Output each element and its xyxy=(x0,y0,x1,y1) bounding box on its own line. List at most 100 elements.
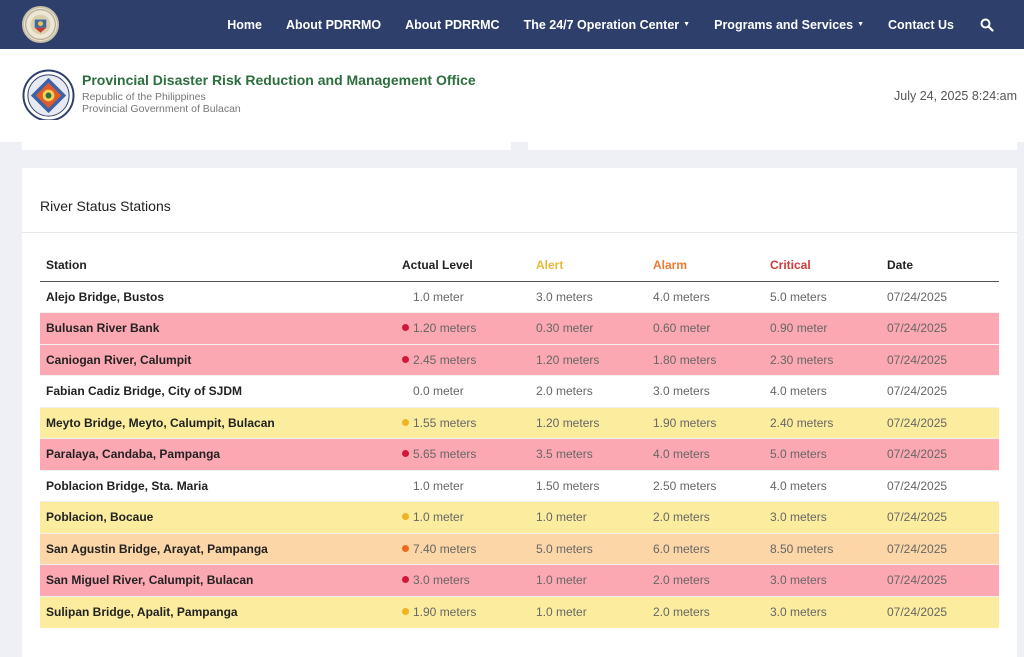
critical-threshold-text: 3.0 meters xyxy=(770,573,827,588)
nav-item-about-pdrrmo[interactable]: About PDRRMO xyxy=(286,18,381,32)
alarm-threshold: 6.0 meters xyxy=(647,532,764,565)
critical-threshold-text: 3.0 meters xyxy=(770,605,827,619)
current-datetime: July 24, 2025 8:24:am xyxy=(894,89,1017,103)
actual-level-text: 3.0 meters xyxy=(413,573,470,588)
alarm-threshold-text: 2.0 meters xyxy=(653,573,710,588)
table-row: San Agustin Bridge, Arayat, Pampanga 7.40… xyxy=(40,532,999,565)
table-row: Paralaya, Candaba, Pampanga 5.65 meters 3.… xyxy=(40,438,999,470)
actual-level: 2.45 meters xyxy=(396,343,530,376)
header-date[interactable]: Date xyxy=(881,250,999,282)
card-divider xyxy=(22,232,1017,233)
alarm-threshold: 2.50 meters xyxy=(647,469,764,502)
table-row: Poblacion Bridge, Sta. Maria 1.0 meter 1.5… xyxy=(40,469,999,502)
status-dot-icon xyxy=(402,544,409,552)
critical-threshold-text: 5.0 meters xyxy=(770,447,827,462)
actual-level: 0.0 meter xyxy=(396,375,530,407)
table-row: Caniogan River, Calumpit 2.45 meters 1.20 … xyxy=(40,343,999,376)
nav-item-label: Contact Us xyxy=(888,17,954,32)
actual-level-text: 1.0 meter xyxy=(413,478,464,493)
reading-date-text: 07/24/2025 xyxy=(887,352,948,367)
nav-item-programs-services[interactable]: Programs and Services ▼ xyxy=(714,18,864,32)
table-row: Bulusan River Bank 1.20 meters 0.30 meter 0… xyxy=(40,312,999,344)
caret-down-icon: ▼ xyxy=(683,21,691,28)
reading-date: 07/24/2025 xyxy=(881,312,999,344)
critical-threshold: 5.0 meters xyxy=(764,280,881,313)
header-actual-level[interactable]: Actual Level xyxy=(396,250,530,282)
actual-level: 1.20 meters xyxy=(396,312,530,344)
station-name: Sulipan Bridge, Apalit, Pampanga xyxy=(40,595,396,628)
reading-date: 07/24/2025 xyxy=(881,438,999,470)
alert-threshold-text: 1.0 meter xyxy=(536,605,587,619)
alarm-threshold: 2.0 meters xyxy=(647,501,764,533)
status-dot-icon xyxy=(402,482,409,489)
alert-threshold-text: 5.0 meters xyxy=(536,541,593,556)
nav-item-about-pdrrmc[interactable]: About PDRRMC xyxy=(405,18,499,32)
actual-level: 1.90 meters xyxy=(396,595,530,628)
critical-threshold-text: 4.0 meters xyxy=(770,384,827,399)
alarm-threshold: 3.0 meters xyxy=(647,375,764,407)
station-name: Fabian Cadiz Bridge, City of SJDM xyxy=(40,375,396,407)
critical-threshold: 3.0 meters xyxy=(764,595,881,628)
station-name: San Miguel River, Calumpit, Bulacan xyxy=(40,564,396,596)
alarm-threshold-text: 2.50 meters xyxy=(653,478,717,493)
critical-threshold: 5.0 meters xyxy=(764,438,881,470)
alert-threshold: 1.0 meter xyxy=(530,501,647,533)
nav-menu: Home About PDRRMO About PDRRMC The 24/7 … xyxy=(203,0,994,49)
header-alarm[interactable]: Alarm xyxy=(647,250,764,282)
alert-threshold-text: 1.0 meter xyxy=(536,510,587,525)
nav-item-operation-center[interactable]: The 24/7 Operation Center ▼ xyxy=(524,18,691,32)
station-name: Alejo Bridge, Bustos xyxy=(40,280,396,313)
critical-threshold-text: 4.0 meters xyxy=(770,478,827,493)
reading-date-text: 07/24/2025 xyxy=(887,384,948,399)
alert-threshold: 2.0 meters xyxy=(530,375,647,407)
station-name: Caniogan River, Calumpit xyxy=(40,343,396,376)
alert-threshold: 1.20 meters xyxy=(530,406,647,439)
alert-threshold: 1.0 meter xyxy=(530,595,647,628)
critical-threshold: 3.0 meters xyxy=(764,501,881,533)
alarm-threshold-text: 2.0 meters xyxy=(653,510,710,525)
header-station[interactable]: Station xyxy=(40,250,396,282)
status-dot-icon xyxy=(402,293,409,300)
actual-level-text: 2.45 meters xyxy=(413,352,477,367)
reading-date: 07/24/2025 xyxy=(881,406,999,439)
header-alert[interactable]: Alert xyxy=(530,250,647,282)
critical-threshold: 2.30 meters xyxy=(764,343,881,376)
alarm-threshold-text: 4.0 meters xyxy=(653,447,710,462)
station-name-text: San Agustin Bridge, Arayat, Pampanga xyxy=(46,541,268,556)
nav-item-label: Home xyxy=(227,17,262,32)
critical-threshold-text: 8.50 meters xyxy=(770,541,834,556)
alert-threshold: 3.0 meters xyxy=(530,280,647,313)
pdrrmo-seal-icon xyxy=(22,69,75,122)
station-name: Bulusan River Bank xyxy=(40,312,396,344)
table-body: Alejo Bridge, Bustos 1.0 meter 3.0 meters 4… xyxy=(40,280,999,628)
alert-threshold: 5.0 meters xyxy=(530,532,647,565)
river-status-table: Station Actual Level Alert Alarm Critica… xyxy=(40,250,999,628)
critical-threshold: 2.40 meters xyxy=(764,406,881,439)
critical-threshold-text: 2.30 meters xyxy=(770,352,834,367)
alert-threshold-text: 2.0 meters xyxy=(536,384,593,399)
alarm-threshold: 4.0 meters xyxy=(647,280,764,313)
alert-threshold: 1.20 meters xyxy=(530,343,647,376)
actual-level-text: 1.55 meters xyxy=(413,415,477,430)
status-dot-icon xyxy=(402,355,409,363)
header-critical[interactable]: Critical xyxy=(764,250,881,282)
alarm-threshold-text: 3.0 meters xyxy=(653,384,710,399)
reading-date-text: 07/24/2025 xyxy=(887,447,948,462)
table-header-row: Station Actual Level Alert Alarm Critica… xyxy=(40,250,999,282)
province-logo-icon[interactable] xyxy=(22,6,59,43)
station-name-text: Caniogan River, Calumpit xyxy=(46,352,192,367)
caret-down-icon: ▼ xyxy=(857,21,865,28)
reading-date: 07/24/2025 xyxy=(881,280,999,313)
reading-date-text: 07/24/2025 xyxy=(887,541,948,556)
reading-date-text: 07/24/2025 xyxy=(887,573,948,588)
search-icon[interactable] xyxy=(980,18,994,32)
reading-date-text: 07/24/2025 xyxy=(887,478,948,493)
nav-item-contact-us[interactable]: Contact Us xyxy=(888,18,954,32)
alert-threshold-text: 3.5 meters xyxy=(536,447,593,462)
reading-date: 07/24/2025 xyxy=(881,375,999,407)
alarm-threshold: 1.80 meters xyxy=(647,343,764,376)
nav-item-home[interactable]: Home xyxy=(227,18,262,32)
critical-threshold-text: 3.0 meters xyxy=(770,510,827,525)
critical-threshold: 3.0 meters xyxy=(764,564,881,596)
actual-level-text: 1.90 meters xyxy=(413,605,477,619)
